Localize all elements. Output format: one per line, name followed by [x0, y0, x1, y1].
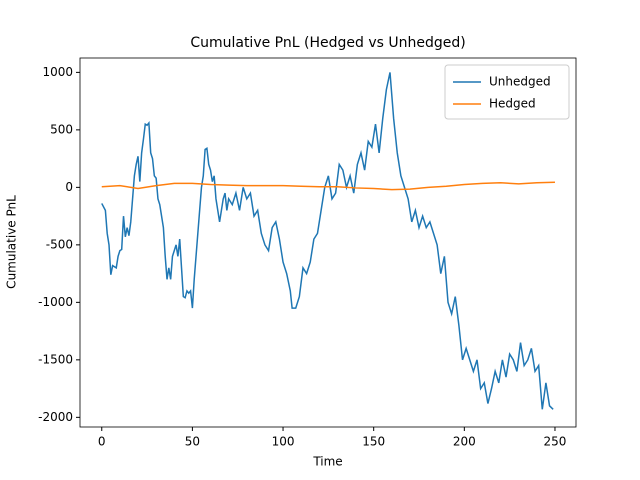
chart-title: Cumulative PnL (Hedged vs Unhedged)	[190, 35, 465, 51]
y-tick-label: -1000	[38, 295, 73, 309]
x-tick-label: 50	[185, 435, 200, 449]
x-axis-label: Time	[312, 455, 342, 469]
legend-label: Unhedged	[489, 75, 551, 89]
legend-box	[444, 64, 570, 120]
x-tick-label: 200	[453, 435, 476, 449]
plot-frame	[79, 57, 577, 428]
line	[101, 181, 555, 191]
x-tick-label: 150	[362, 435, 385, 449]
y-tick-label: -500	[46, 237, 73, 251]
legend-label: Hedged	[489, 97, 536, 111]
x-tick-label: 250	[544, 435, 567, 449]
y-axis-label: Cumulative PnL	[5, 195, 19, 289]
y-tick-label: -1500	[38, 352, 73, 366]
y-tick-label: 500	[50, 122, 73, 136]
line	[101, 72, 554, 410]
x-tick-label: 100	[272, 435, 295, 449]
x-tick-label: 0	[98, 435, 106, 449]
y-tick-label: -2000	[38, 410, 73, 424]
y-tick-label: 0	[65, 180, 73, 194]
y-tick-label: 1000	[42, 65, 73, 79]
